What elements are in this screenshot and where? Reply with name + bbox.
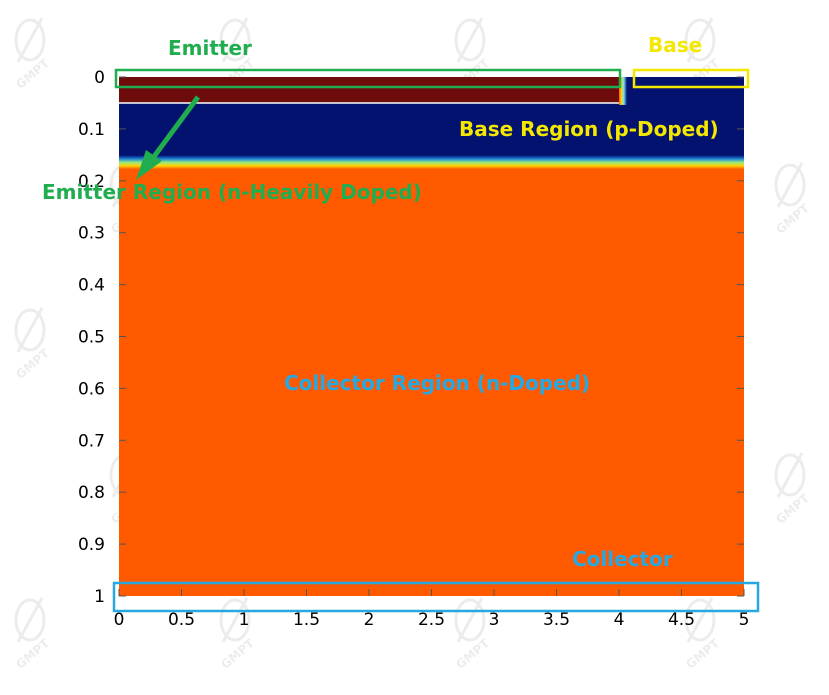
y-tick-label: 0 [94, 68, 105, 88]
emitter-contact-box [114, 68, 622, 89]
watermark-logo: GMPT [453, 597, 493, 672]
y-tick-label: 0.8 [78, 483, 105, 503]
y-tick-label: 1 [94, 587, 105, 607]
x-tick-label: 0 [114, 610, 125, 630]
y-tick-label: 0.1 [78, 120, 105, 140]
emitter-region-label: Emitter Region (n-Heavily Doped) [42, 180, 422, 204]
watermark-logo: GMPT [13, 307, 53, 382]
y-tick-label: 0.2 [78, 172, 105, 192]
emitter-side-junction [619, 77, 627, 105]
x-tick-label: 3 [489, 610, 500, 630]
y-tick-label: 0.3 [78, 224, 105, 244]
y-tick-label: 0.5 [78, 328, 105, 348]
collector-label: Collector [572, 547, 673, 571]
x-tick-label: 5 [739, 610, 750, 630]
collector-region-label: Collector Region (n-Doped) [284, 371, 590, 395]
base-contact-box [632, 68, 750, 89]
emitter-label: Emitter [168, 36, 252, 60]
collector-contact-box [112, 581, 760, 613]
x-tick-label: 1 [239, 610, 250, 630]
base-collector-junction [119, 155, 744, 170]
x-tick-label: 2 [364, 610, 375, 630]
watermark-logo: GMPT [773, 162, 813, 237]
x-tick-label: 4.5 [668, 610, 695, 630]
emitter-region-arrow [136, 95, 201, 180]
y-tick-label: 0.6 [78, 379, 105, 399]
y-axis: 0 0.1 0.2 0.3 0.4 0.5 0.6 0.7 0.8 0.9 1 [78, 68, 744, 607]
emitter-region-fill [119, 77, 619, 103]
x-tick-label: 0.5 [168, 610, 195, 630]
y-tick-label: 0.9 [78, 535, 105, 555]
x-tick-label: 3.5 [543, 610, 570, 630]
base-label: Base [648, 33, 702, 57]
watermark-logo: GMPT [13, 17, 53, 92]
y-tick-label: 0.7 [78, 431, 105, 451]
x-axis: 0 0.5 1 1.5 2 2.5 3 3.5 4 4.5 5 [114, 589, 750, 630]
watermark-logo: GMPT [773, 452, 813, 527]
x-tick-label: 4 [614, 610, 625, 630]
watermark-logo: GMPT [13, 597, 53, 672]
x-tick-label: 1.5 [293, 610, 320, 630]
x-tick-label: 2.5 [418, 610, 445, 630]
y-tick-label: 0.4 [78, 276, 105, 296]
base-region-label: Base Region (p-Doped) [459, 117, 719, 141]
